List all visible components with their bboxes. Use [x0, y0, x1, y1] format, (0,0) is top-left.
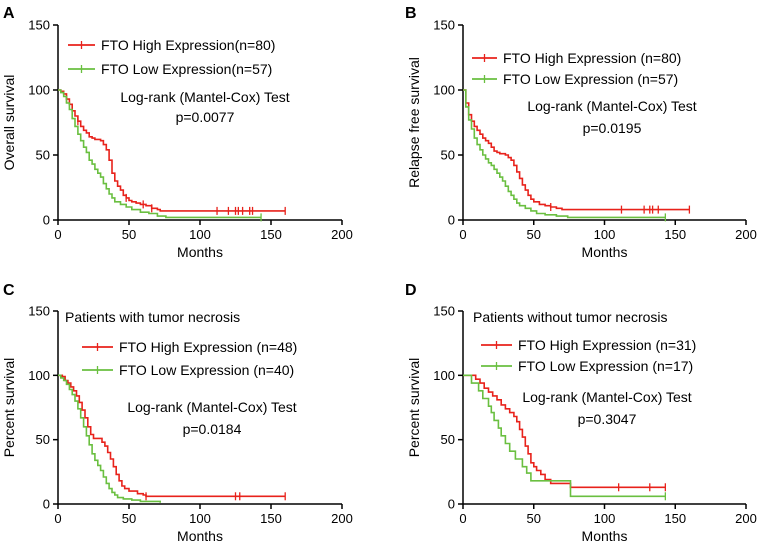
y-tick-label: 150	[433, 18, 455, 33]
survival-curve	[463, 89, 690, 211]
x-tick-label: 100	[594, 511, 616, 526]
test-label: Log-rank (Mantel-Cox) Test	[527, 98, 696, 114]
survival-curve	[463, 374, 666, 489]
panel-label: B	[405, 5, 417, 22]
panel-d: D Patients without tumor necrosis 0 50 100 15…	[405, 282, 757, 544]
survival-curve	[58, 374, 161, 503]
x-tick-label: 0	[459, 511, 466, 526]
test-label: Log-rank (Mantel-Cox) Test	[120, 89, 289, 105]
y-axis-title: Relapse free survival	[406, 57, 422, 188]
panel-b: B 0 50 100 150 0 50 100 150 200 Months Relapse free…	[405, 5, 757, 260]
legend-item: FTO High Expression (n=31)	[481, 337, 696, 353]
y-axis-title: Percent survival	[1, 358, 17, 458]
panel-c: C Patients with tumor necrosis 0 50 100 150 0 5…	[1, 282, 353, 544]
x-axis-title: Months	[582, 244, 628, 260]
x-tick-label: 200	[735, 227, 757, 242]
series-low	[58, 374, 161, 503]
panel-subtitle: Patients with tumor necrosis	[65, 309, 240, 325]
x-tick-label: 50	[122, 511, 136, 526]
x-tick-label: 200	[331, 227, 353, 242]
p-value: p=0.0195	[583, 120, 642, 136]
x-tick-label: 150	[664, 511, 686, 526]
y-tick-label: 100	[433, 83, 455, 98]
x-tick-label: 200	[735, 511, 757, 526]
series-high	[463, 89, 691, 214]
x-tick-label: 100	[594, 227, 616, 242]
series-low	[58, 89, 262, 222]
x-tick-label: 50	[527, 227, 541, 242]
survival-curve	[58, 374, 286, 498]
survival-curve	[463, 374, 666, 498]
y-tick-label: 50	[441, 148, 455, 163]
x-tick-label: 0	[54, 227, 61, 242]
legend-label: FTO High Expression (n=31)	[518, 337, 696, 353]
x-axis-title: Months	[582, 528, 628, 544]
x-tick-label: 50	[122, 227, 136, 242]
legend-label: FTO Low Expression (n=17)	[518, 358, 693, 374]
y-tick-label: 150	[28, 18, 50, 33]
x-tick-label: 50	[527, 511, 541, 526]
x-axis-title: Months	[177, 528, 223, 544]
test-label: Log-rank (Mantel-Cox) Test	[127, 399, 296, 415]
survival-curve	[58, 89, 286, 212]
legend-label: FTO High Expression(n=80)	[101, 37, 275, 53]
legend-label: FTO Low Expression (n=40)	[119, 362, 294, 378]
x-tick-label: 100	[189, 227, 211, 242]
y-tick-label: 50	[441, 432, 455, 447]
legend-label: FTO High Expression (n=80)	[503, 50, 681, 66]
x-tick-label: 0	[459, 227, 466, 242]
x-tick-label: 150	[664, 227, 686, 242]
y-tick-label: 0	[448, 497, 455, 512]
y-tick-label: 150	[433, 304, 455, 319]
p-value: p=0.0184	[183, 421, 242, 437]
x-axis-title: Months	[177, 244, 223, 260]
panel-subtitle: Patients without tumor necrosis	[473, 309, 668, 325]
y-tick-label: 100	[28, 368, 50, 383]
legend-item: FTO Low Expression (n=57)	[472, 71, 678, 87]
legend-item: FTO High Expression(n=80)	[68, 37, 275, 53]
y-tick-label: 100	[28, 83, 50, 98]
p-value: p=0.0077	[176, 109, 235, 125]
series-low	[463, 374, 666, 501]
y-tick-label: 50	[36, 148, 50, 163]
x-tick-label: 0	[54, 511, 61, 526]
series-high	[463, 374, 666, 492]
y-tick-label: 50	[36, 432, 50, 447]
series-high	[58, 374, 286, 501]
x-tick-label: 150	[260, 511, 282, 526]
x-tick-label: 100	[189, 511, 211, 526]
panel-a: A 0 50 100 150 0 50 100 150 200 Months Overall surv…	[1, 5, 353, 260]
legend-item: FTO Low Expression(n=57)	[68, 61, 272, 77]
survival-curve	[58, 89, 262, 219]
y-axis-title: Percent survival	[406, 358, 422, 458]
panel-label: C	[3, 282, 15, 299]
legend-item: FTO Low Expression (n=40)	[82, 362, 294, 378]
y-tick-label: 100	[433, 368, 455, 383]
x-tick-label: 200	[331, 511, 353, 526]
legend-label: FTO High Expression (n=48)	[119, 339, 297, 355]
y-tick-label: 0	[448, 213, 455, 228]
y-axis-title: Overall survival	[1, 75, 17, 171]
y-tick-label: 0	[43, 497, 50, 512]
survival-curve	[463, 89, 666, 219]
y-tick-label: 0	[43, 213, 50, 228]
p-value: p=0.3047	[578, 411, 637, 427]
legend-item: FTO High Expression (n=48)	[82, 339, 297, 355]
legend-label: FTO Low Expression(n=57)	[101, 61, 272, 77]
panel-label: A	[3, 5, 15, 22]
series-low	[463, 89, 666, 222]
x-tick-label: 150	[260, 227, 282, 242]
y-tick-label: 150	[28, 304, 50, 319]
legend-item: FTO High Expression (n=80)	[472, 50, 681, 66]
panel-label: D	[405, 282, 417, 299]
test-label: Log-rank (Mantel-Cox) Test	[522, 389, 691, 405]
legend-label: FTO Low Expression (n=57)	[503, 71, 678, 87]
legend-item: FTO Low Expression (n=17)	[481, 358, 693, 374]
series-high	[58, 89, 286, 215]
